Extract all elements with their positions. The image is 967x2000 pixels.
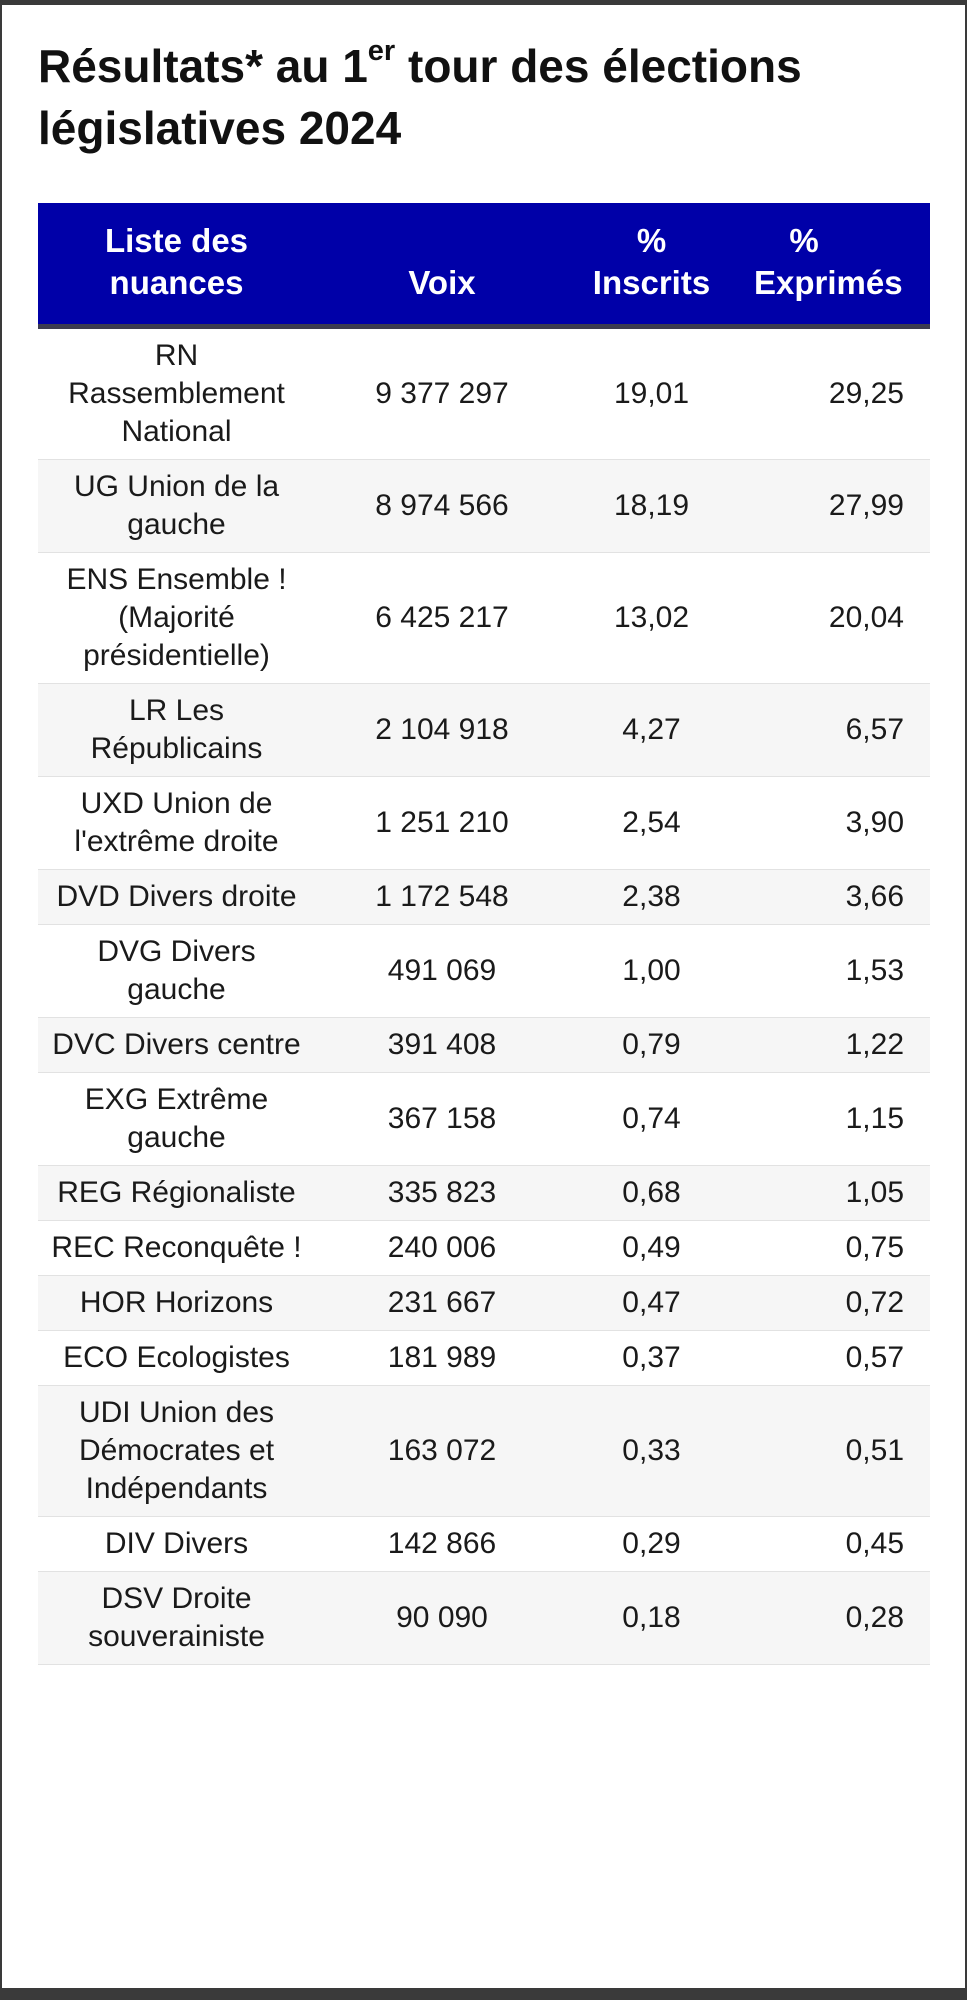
cell-voix: 142 866 xyxy=(315,1516,569,1572)
cell-voix: 335 823 xyxy=(315,1165,569,1221)
cell-voix: 6 425 217 xyxy=(315,552,569,684)
cell-voix: 240 006 xyxy=(315,1220,569,1276)
cell-voix: 367 158 xyxy=(315,1072,569,1166)
results-table: Liste des nuances Voix % Inscrits % Exprim… xyxy=(38,203,930,1665)
results-table-container[interactable]: Liste des nuances Voix % Inscrits % Exprim… xyxy=(38,203,930,1665)
cell-nuance: RN Rassemblement National xyxy=(38,326,315,460)
cell-nuance: UG Union de la gauche xyxy=(38,459,315,553)
cell-exprimes: 0,51 xyxy=(734,1385,930,1517)
cell-voix: 231 667 xyxy=(315,1275,569,1331)
table-row: UG Union de la gauche 8 974 566 18,19 27,99 xyxy=(38,459,930,553)
cell-voix: 9 377 297 xyxy=(315,326,569,460)
cell-inscrits: 18,19 xyxy=(569,459,734,553)
table-row: RN Rassemblement National 9 377 297 19,01 2… xyxy=(38,326,930,460)
table-header: Liste des nuances Voix % Inscrits % Exprim… xyxy=(38,203,930,329)
cell-inscrits: 0,49 xyxy=(569,1220,734,1276)
page: Résultats* au 1er tour des élections lég… xyxy=(2,5,965,1988)
cell-inscrits: 0,79 xyxy=(569,1017,734,1073)
cell-inscrits: 0,68 xyxy=(569,1165,734,1221)
cell-exprimes: 29,25 xyxy=(734,326,930,460)
cell-exprimes: 0,57 xyxy=(734,1330,930,1386)
header-voix: Voix xyxy=(315,203,569,329)
header-row: Liste des nuances Voix % Inscrits % Exprim… xyxy=(38,203,930,329)
cell-exprimes: 0,28 xyxy=(734,1571,930,1665)
cell-nuance: HOR Horizons xyxy=(38,1275,315,1331)
cell-inscrits: 0,18 xyxy=(569,1571,734,1665)
table-row: EXG Extrême gauche 367 158 0,74 1,15 xyxy=(38,1072,930,1166)
table-row: ECO Ecologistes 181 989 0,37 0,57 xyxy=(38,1330,930,1386)
cell-voix: 1 172 548 xyxy=(315,869,569,925)
table-row: DVD Divers droite 1 172 548 2,38 3,66 xyxy=(38,869,930,925)
cell-inscrits: 0,74 xyxy=(569,1072,734,1166)
cell-inscrits: 2,54 xyxy=(569,776,734,870)
cell-voix: 491 069 xyxy=(315,924,569,1018)
cell-inscrits: 1,00 xyxy=(569,924,734,1018)
cell-voix: 181 989 xyxy=(315,1330,569,1386)
cell-nuance: LR Les Républicains xyxy=(38,683,315,777)
table-row: UXD Union de l'extrême droite 1 251 210 2,… xyxy=(38,776,930,870)
header-exprimes-line2: Exprimés xyxy=(754,263,903,301)
cell-inscrits: 0,37 xyxy=(569,1330,734,1386)
cell-nuance: DVC Divers centre xyxy=(38,1017,315,1073)
table-row: DVC Divers centre 391 408 0,79 1,22 xyxy=(38,1017,930,1073)
cell-exprimes: 1,53 xyxy=(734,924,930,1018)
header-exprimes-line1: % xyxy=(789,221,819,259)
cell-inscrits: 2,38 xyxy=(569,869,734,925)
cell-nuance: DSV Droite souverainiste xyxy=(38,1571,315,1665)
cell-nuance: REG Régionaliste xyxy=(38,1165,315,1221)
cell-exprimes: 6,57 xyxy=(734,683,930,777)
cell-inscrits: 13,02 xyxy=(569,552,734,684)
cell-exprimes: 1,15 xyxy=(734,1072,930,1166)
cell-nuance: UDI Union des Démocrates et Indépendants xyxy=(38,1385,315,1517)
table-row: ENS Ensemble ! (Majorité présidentielle)… xyxy=(38,552,930,684)
cell-nuance: DVG Divers gauche xyxy=(38,924,315,1018)
cell-exprimes: 1,05 xyxy=(734,1165,930,1221)
title-part1: Résultats* au 1 xyxy=(38,40,368,92)
table-row: DIV Divers 142 866 0,29 0,45 xyxy=(38,1516,930,1572)
table-body: RN Rassemblement National 9 377 297 19,01 2… xyxy=(38,326,930,1665)
title-superscript: er xyxy=(367,34,396,67)
cell-voix: 1 251 210 xyxy=(315,776,569,870)
header-inscrits-line1: % xyxy=(636,221,667,259)
title-part2: tour des élections législatives 2024 xyxy=(38,40,802,154)
cell-nuance: UXD Union de l'extrême droite xyxy=(38,776,315,870)
cell-voix: 2 104 918 xyxy=(315,683,569,777)
cell-nuance: EXG Extrême gauche xyxy=(38,1072,315,1166)
cell-exprimes: 0,45 xyxy=(734,1516,930,1572)
table-row: REG Régionaliste 335 823 0,68 1,05 xyxy=(38,1165,930,1221)
table-row: HOR Horizons 231 667 0,47 0,72 xyxy=(38,1275,930,1331)
cell-exprimes: 0,75 xyxy=(734,1220,930,1276)
page-title: Résultats* au 1er tour des élections lég… xyxy=(38,35,938,159)
cell-voix: 8 974 566 xyxy=(315,459,569,553)
cell-inscrits: 0,29 xyxy=(569,1516,734,1572)
cell-inscrits: 0,33 xyxy=(569,1385,734,1517)
table-row: DVG Divers gauche 491 069 1,00 1,53 xyxy=(38,924,930,1018)
cell-voix: 163 072 xyxy=(315,1385,569,1517)
header-inscrits: % Inscrits xyxy=(569,203,734,329)
cell-inscrits: 4,27 xyxy=(569,683,734,777)
cell-nuance: DIV Divers xyxy=(38,1516,315,1572)
table-row: DSV Droite souverainiste 90 090 0,18 0,28 xyxy=(38,1571,930,1665)
cell-voix: 90 090 xyxy=(315,1571,569,1665)
header-inscrits-line2: Inscrits xyxy=(592,263,711,301)
cell-nuance: DVD Divers droite xyxy=(38,869,315,925)
cell-inscrits: 0,47 xyxy=(569,1275,734,1331)
cell-exprimes: 20,04 xyxy=(734,552,930,684)
header-exprimes: % Exprimés xyxy=(734,203,930,329)
cell-exprimes: 3,66 xyxy=(734,869,930,925)
cell-exprimes: 27,99 xyxy=(734,459,930,553)
table-row: LR Les Républicains 2 104 918 4,27 6,57 xyxy=(38,683,930,777)
cell-voix: 391 408 xyxy=(315,1017,569,1073)
header-nuance: Liste des nuances xyxy=(38,203,315,329)
table-row: REC Reconquête ! 240 006 0,49 0,75 xyxy=(38,1220,930,1276)
cell-exprimes: 3,90 xyxy=(734,776,930,870)
cell-nuance: ECO Ecologistes xyxy=(38,1330,315,1386)
cell-exprimes: 0,72 xyxy=(734,1275,930,1331)
table-row: UDI Union des Démocrates et Indépendants… xyxy=(38,1385,930,1517)
cell-nuance: ENS Ensemble ! (Majorité présidentielle) xyxy=(38,552,315,684)
cell-nuance: REC Reconquête ! xyxy=(38,1220,315,1276)
cell-exprimes: 1,22 xyxy=(734,1017,930,1073)
cell-inscrits: 19,01 xyxy=(569,326,734,460)
